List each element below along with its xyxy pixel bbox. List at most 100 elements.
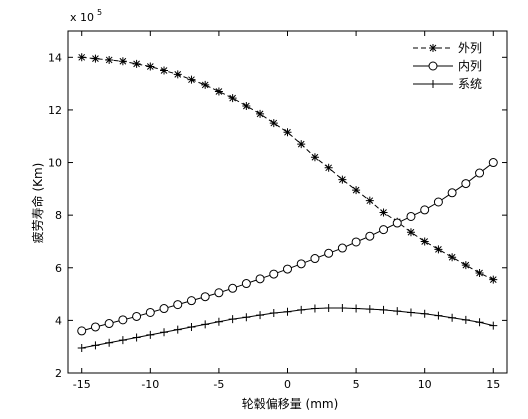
series-2 xyxy=(77,158,498,336)
data-point xyxy=(283,307,292,316)
data-point xyxy=(187,322,196,331)
data-point xyxy=(105,55,114,64)
data-point xyxy=(228,283,238,293)
y-tick-label: 6 xyxy=(55,262,62,275)
y-tick-label: 10 xyxy=(48,157,62,170)
data-point xyxy=(324,304,333,313)
data-point xyxy=(256,311,265,320)
x-tick-label: 15 xyxy=(486,378,500,391)
data-point xyxy=(214,87,223,96)
data-point xyxy=(392,218,402,228)
x-tick-label: -10 xyxy=(141,378,159,391)
data-point xyxy=(365,231,375,241)
data-point xyxy=(201,320,210,329)
data-point xyxy=(160,66,169,75)
data-point xyxy=(448,253,457,262)
data-point xyxy=(420,237,429,246)
data-point xyxy=(310,254,320,264)
data-point xyxy=(475,318,484,327)
legend-marker xyxy=(428,61,438,71)
data-point xyxy=(338,304,347,313)
axis-ticks: -15 -10 -5 0 5 10 15 2 4 6 8 10 12 14 xyxy=(48,31,507,391)
data-point xyxy=(324,248,334,258)
data-point xyxy=(379,225,389,235)
y-tick-label: 4 xyxy=(55,314,62,327)
data-point xyxy=(406,308,415,317)
data-point xyxy=(351,237,361,247)
data-point xyxy=(91,341,100,350)
series-1 xyxy=(77,53,498,284)
data-point xyxy=(352,186,361,195)
plot-area xyxy=(67,30,508,374)
data-point xyxy=(433,197,443,207)
data-point xyxy=(461,179,471,189)
data-point xyxy=(187,75,196,84)
legend-marker xyxy=(429,44,437,52)
legend-label: 内列 xyxy=(458,59,482,73)
data-point xyxy=(214,288,224,298)
y-axis-label: 疲劳寿命 (Km) xyxy=(30,163,45,244)
data-point xyxy=(297,305,306,314)
data-point xyxy=(365,305,374,314)
data-point xyxy=(489,321,498,330)
data-point xyxy=(242,101,251,110)
x-tick-label: 5 xyxy=(353,378,360,391)
data-point xyxy=(379,305,388,314)
data-point xyxy=(173,70,182,79)
data-point xyxy=(434,245,443,254)
data-point xyxy=(186,296,196,306)
data-point xyxy=(91,54,100,63)
data-point xyxy=(488,158,498,168)
data-point xyxy=(173,325,182,334)
data-point xyxy=(132,59,141,68)
data-point xyxy=(269,309,278,318)
data-point xyxy=(297,140,306,149)
data-point xyxy=(77,344,86,353)
y-tick-label: 14 xyxy=(48,51,62,64)
x-axis-label: 轮毂偏移量 (mm) xyxy=(242,396,339,411)
data-point xyxy=(448,313,457,322)
data-point xyxy=(242,313,251,322)
data-point xyxy=(406,211,416,221)
data-point xyxy=(475,168,485,178)
data-point xyxy=(90,322,100,332)
data-point xyxy=(420,205,430,215)
data-point xyxy=(132,333,141,342)
data-point xyxy=(200,292,210,302)
x-tick-label: -15 xyxy=(73,378,91,391)
x-tick-label: 0 xyxy=(284,378,291,391)
data-point xyxy=(393,307,402,316)
data-point xyxy=(132,311,142,321)
data-point xyxy=(105,338,114,347)
data-point xyxy=(283,264,292,274)
legend-label: 系统 xyxy=(458,77,482,91)
data-point xyxy=(214,317,223,326)
data-point xyxy=(160,328,169,337)
data-point xyxy=(146,62,155,71)
data-point xyxy=(461,261,470,270)
y-tick-label: 8 xyxy=(55,209,62,222)
data-point xyxy=(173,300,183,310)
data-point xyxy=(118,57,127,66)
data-point xyxy=(420,309,429,318)
data-point xyxy=(310,304,319,313)
data-point xyxy=(338,175,347,184)
series-3 xyxy=(77,304,498,353)
data-point xyxy=(475,269,484,278)
x-tick-label: 10 xyxy=(418,378,432,391)
data-point xyxy=(201,80,210,89)
y-multiplier-exponent: 5 xyxy=(97,8,102,17)
series-layer xyxy=(77,53,498,353)
data-point xyxy=(146,330,155,339)
legend-label: 外列 xyxy=(458,41,482,55)
legend-marker xyxy=(429,80,437,88)
data-point xyxy=(256,109,265,118)
y-multiplier-label: x 10 xyxy=(70,11,94,24)
data-point xyxy=(145,307,155,317)
data-point xyxy=(118,315,128,325)
data-point xyxy=(77,53,86,62)
y-tick-label: 12 xyxy=(48,104,62,117)
data-point xyxy=(324,163,333,172)
